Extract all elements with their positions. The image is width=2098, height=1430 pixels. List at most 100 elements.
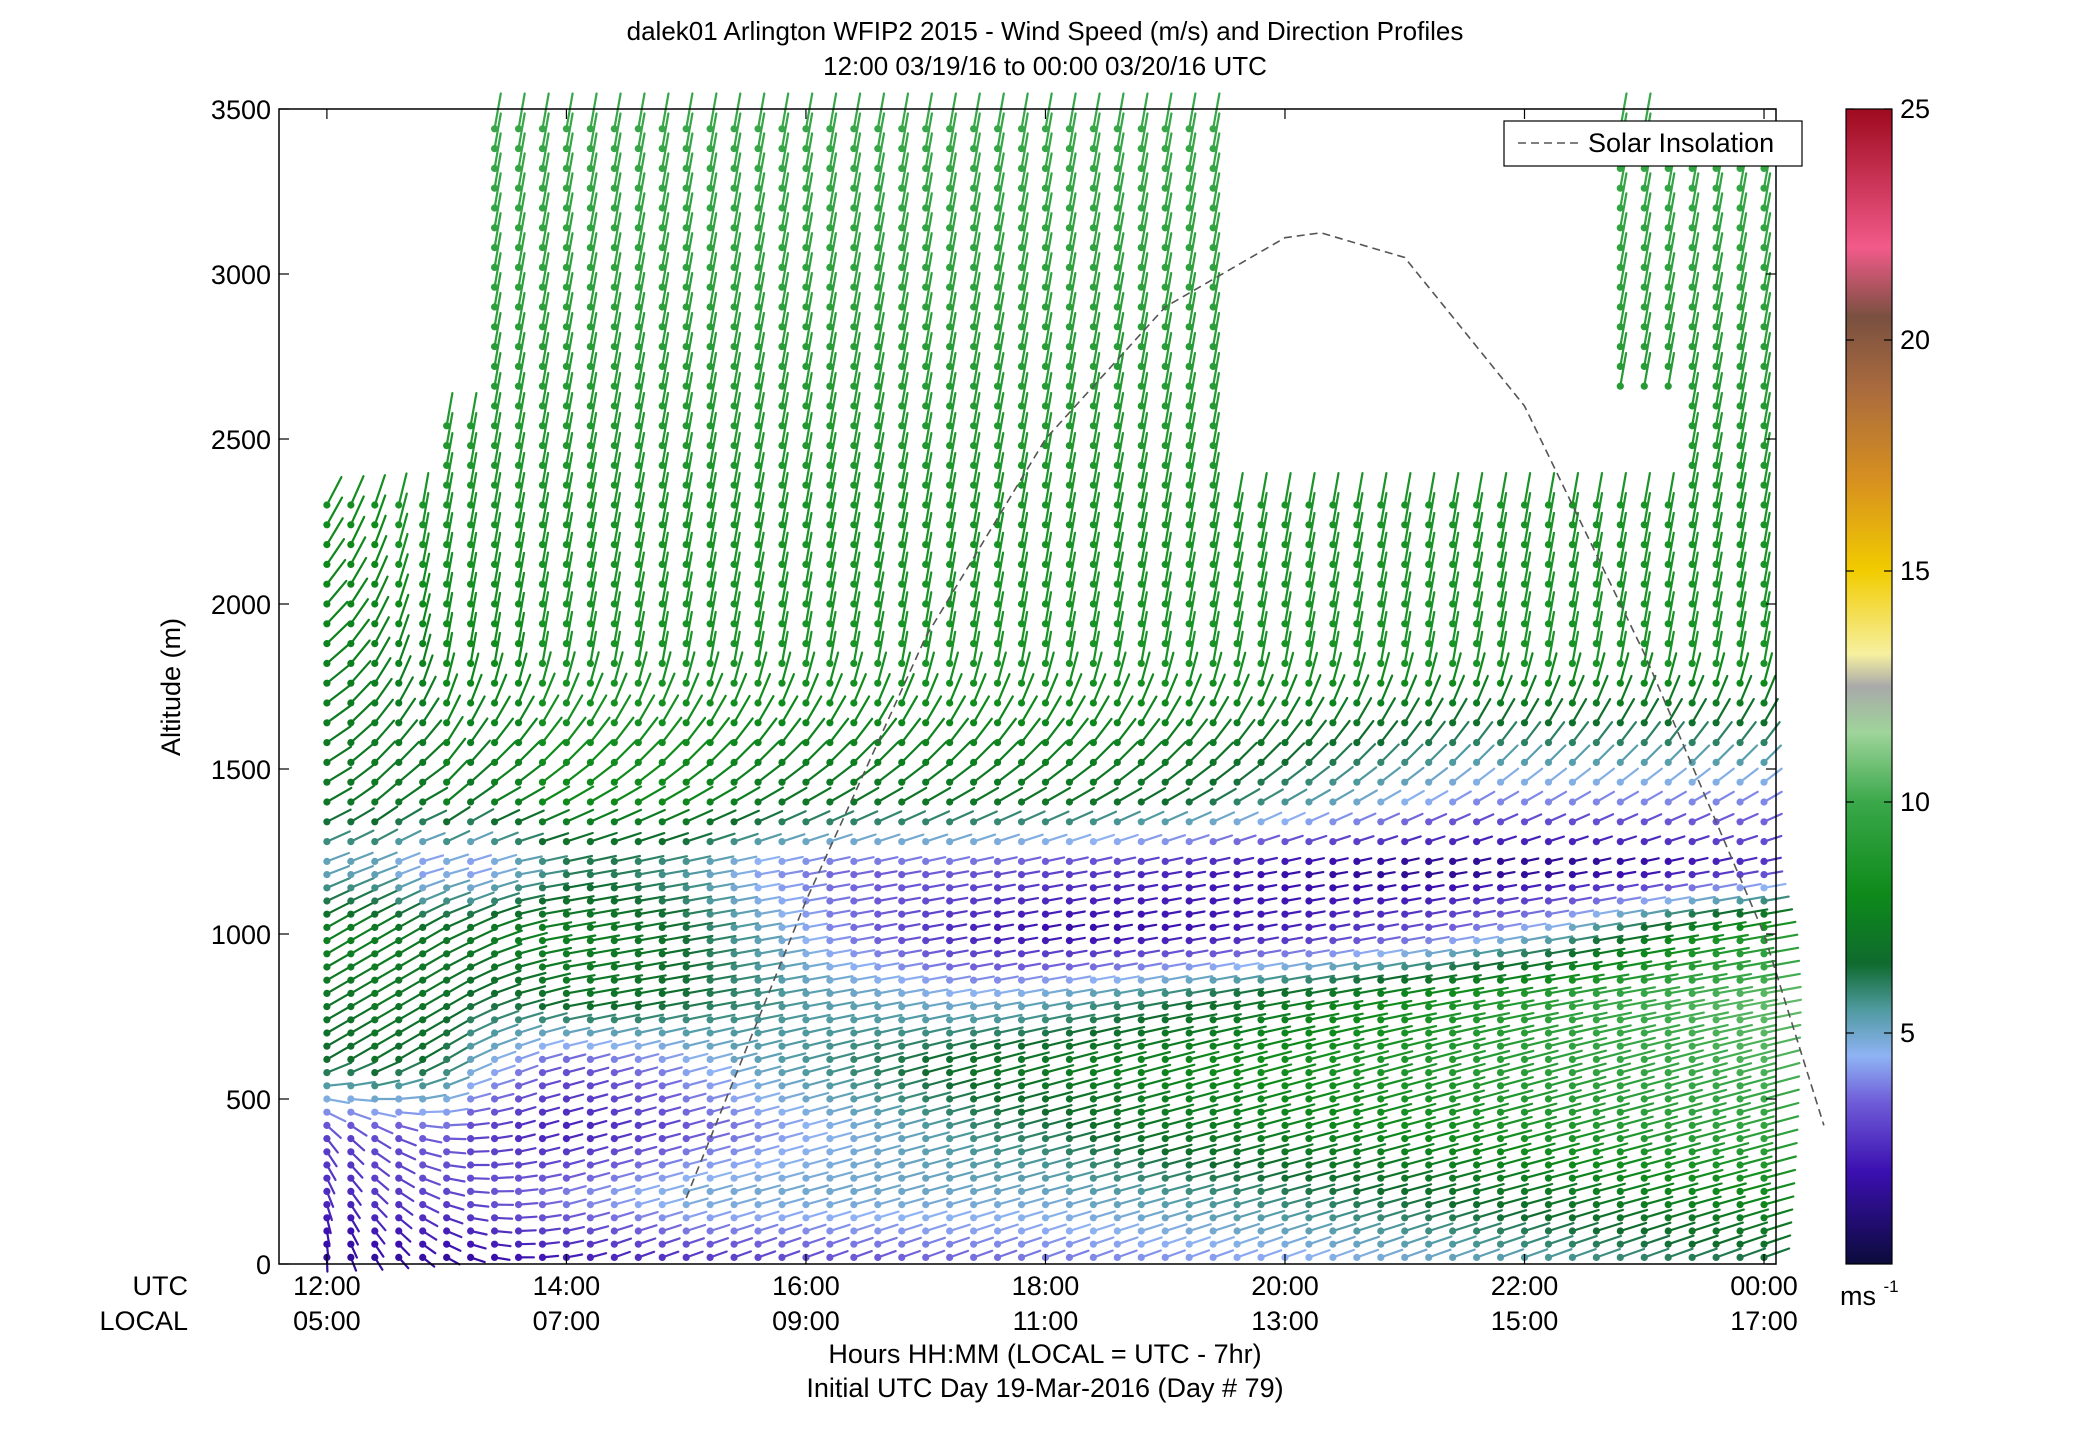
wind-barb-point [1186, 561, 1193, 568]
wind-barb-point [1162, 937, 1169, 944]
wind-barb-point [1138, 1122, 1145, 1129]
wind-barb-point [850, 620, 857, 627]
wind-barb-point [587, 224, 594, 231]
wind-barb-point [826, 284, 833, 291]
wind-barb-point [1210, 1241, 1217, 1248]
wind-barb-point [683, 1029, 690, 1036]
wind-barb-point [491, 204, 498, 211]
wind-barb-point [323, 1161, 330, 1168]
wind-barb-point [563, 977, 570, 984]
wind-barb-point [683, 871, 690, 878]
wind-barb-point [515, 1122, 522, 1129]
wind-barb-point [1042, 937, 1049, 944]
wind-barb-point [778, 977, 785, 984]
wind-barb-point [539, 1161, 546, 1168]
wind-barb-point [850, 165, 857, 172]
wind-barb-point [563, 884, 570, 891]
wind-barb-point [371, 660, 378, 667]
wind-barb-point [946, 759, 953, 766]
wind-barb-point [683, 204, 690, 211]
wind-barb-point [994, 1161, 1001, 1168]
wind-barb-point [1066, 145, 1073, 152]
wind-barb-point [1210, 482, 1217, 489]
wind-barb-point [587, 1082, 594, 1089]
wind-barb-point [515, 323, 522, 330]
wind-barb-point [611, 1029, 618, 1036]
wind-barb-point [587, 303, 594, 310]
wind-barb-point [898, 541, 905, 548]
wind-barb-point [802, 1161, 809, 1168]
wind-barb-point [1162, 911, 1169, 918]
wind-barb-point [467, 442, 474, 449]
wind-barb-point [1210, 759, 1217, 766]
wind-barb-point [826, 1095, 833, 1102]
wind-barb-point [826, 1029, 833, 1036]
wind-barb-point [323, 680, 330, 687]
wind-barb-point [683, 640, 690, 647]
wind-barb-point [898, 145, 905, 152]
wind-barb-point [539, 501, 546, 508]
wind-barb-point [754, 125, 761, 132]
wind-barb-point [1018, 858, 1025, 865]
wind-barb-point [1210, 264, 1217, 271]
wind-barb-point [371, 1095, 378, 1102]
wind-barb-point [802, 884, 809, 891]
wind-barb-point [563, 759, 570, 766]
wind-barb-point [994, 1016, 1001, 1023]
wind-barb-point [850, 911, 857, 918]
wind-barb-point [1138, 462, 1145, 469]
wind-barb-point [563, 383, 570, 390]
wind-barb-point [1018, 640, 1025, 647]
wind-barb-point [874, 541, 881, 548]
wind-barb-point [611, 1201, 618, 1208]
wind-barb-point [1210, 699, 1217, 706]
wind-barb-point [898, 600, 905, 607]
wind-barb-point [826, 323, 833, 330]
wind-barb-point [802, 719, 809, 726]
wind-barb-point [611, 561, 618, 568]
wind-barb-point [1186, 501, 1193, 508]
wind-barb-point [1066, 204, 1073, 211]
wind-barb-point [1114, 541, 1121, 548]
wind-barb-point [539, 1069, 546, 1076]
wind-barb-point [611, 620, 618, 627]
wind-barb-point [802, 759, 809, 766]
wind-barb-point [563, 1069, 570, 1076]
wind-barb-point [874, 977, 881, 984]
wind-barb-point [922, 1135, 929, 1142]
wind-barb-point [802, 165, 809, 172]
wind-barb-point [754, 759, 761, 766]
wind-barb-point [994, 422, 1001, 429]
wind-barb-point [1018, 924, 1025, 931]
wind-barb-point [587, 660, 594, 667]
wind-barb-point [850, 343, 857, 350]
wind-barb-point [970, 1188, 977, 1195]
wind-barb-point [874, 699, 881, 706]
wind-barb-point [874, 581, 881, 588]
wind-barb-point [419, 1201, 426, 1208]
wind-barb-point [1114, 1043, 1121, 1050]
wind-barb-point [850, 561, 857, 568]
wind-barb-point [1138, 640, 1145, 647]
wind-barb-point [587, 244, 594, 251]
wind-barb-point [467, 911, 474, 918]
wind-barb-point [850, 482, 857, 489]
wind-barb-point [946, 871, 953, 878]
wind-barb-point [898, 897, 905, 904]
wind-barb-point [1162, 521, 1169, 528]
wind-barb-point [419, 600, 426, 607]
wind-barb-point [683, 501, 690, 508]
wind-barb-point [946, 1003, 953, 1010]
wind-barb-point [1138, 1148, 1145, 1155]
wind-barb-point [730, 937, 737, 944]
wind-barb-point [1042, 1029, 1049, 1036]
wind-barb-point [539, 521, 546, 528]
wind-barb-point [1162, 739, 1169, 746]
wind-barb-point [754, 1175, 761, 1182]
wind-barb-point [898, 224, 905, 231]
wind-barb-point [922, 739, 929, 746]
wind-barb-point [659, 1254, 666, 1261]
wind-barb-point [371, 600, 378, 607]
wind-barb-point [587, 924, 594, 931]
wind-barb-point [611, 1043, 618, 1050]
